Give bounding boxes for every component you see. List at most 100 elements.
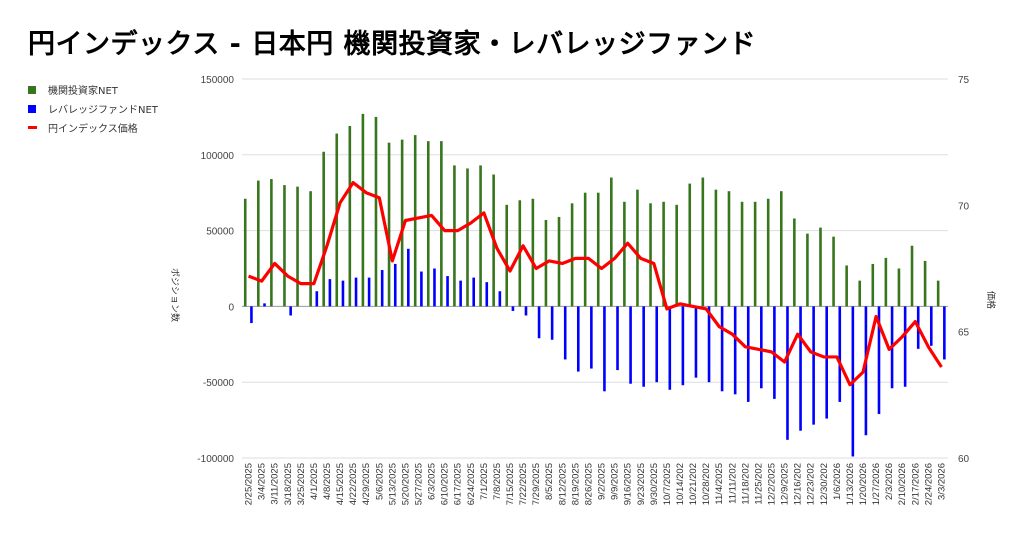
y2-tick-label: 70: [958, 201, 970, 212]
x-tick-label: 12/2/2025: [767, 463, 778, 505]
bar-institutional: [897, 268, 901, 307]
y-tick-label: 0: [228, 302, 234, 313]
bar-leveraged: [354, 277, 358, 307]
x-tick-label: 4/29/2025: [361, 463, 372, 505]
bar-leveraged: [864, 306, 868, 436]
bar-institutional: [675, 204, 678, 307]
x-tick-label: 3/3/2026: [936, 463, 947, 500]
x-tick-label: 6/24/2025: [466, 463, 477, 505]
legend-label: レバレッジファンドNET: [48, 105, 158, 116]
bar-institutional: [701, 177, 705, 307]
y2-tick-label: 75: [958, 75, 970, 86]
bar-institutional: [766, 198, 770, 307]
x-tick-label: 7/22/2025: [518, 463, 529, 505]
bar-leveraged: [576, 306, 580, 372]
x-tick-label: 10/28/202: [701, 463, 712, 505]
bar-institutional: [727, 191, 731, 307]
x-tick-label: 11/18/202: [740, 463, 751, 505]
x-tick-label: 4/8/2025: [322, 463, 333, 500]
bar-institutional: [819, 227, 822, 307]
bar-institutional: [479, 165, 482, 307]
bar-leveraged: [485, 282, 489, 307]
x-tick-label: 2/3/2026: [884, 463, 895, 500]
x-tick-label: 1/27/2026: [871, 463, 882, 505]
bar-institutional: [335, 133, 339, 307]
x-tick-label: 1/20/2026: [858, 463, 869, 505]
bar-institutional: [845, 265, 848, 307]
bar-leveraged: [707, 306, 711, 383]
price-line: [247, 180, 943, 387]
y-tick-label: -100000: [197, 454, 234, 465]
bar-institutional: [361, 113, 365, 307]
x-tick-label: 12/30/202: [819, 463, 830, 505]
x-tick-label: 9/2/2025: [597, 463, 608, 500]
y-tick-label: 50000: [206, 227, 234, 238]
bar-institutional: [270, 179, 273, 307]
bar-institutional: [453, 165, 456, 307]
bar-leveraged: [433, 268, 436, 307]
bar-leveraged: [563, 306, 567, 360]
x-tick-label: 2/25/2025: [244, 463, 255, 505]
bar-institutional: [832, 236, 835, 307]
legend-item-price: 円インデックス価格: [28, 120, 138, 135]
bar-leveraged: [511, 306, 515, 311]
legend-swatch-blue: [28, 104, 36, 113]
bar-leveraged: [289, 306, 292, 316]
bar-institutional: [374, 116, 378, 307]
y2-tick-label: 65: [958, 328, 970, 339]
bar-leveraged: [799, 306, 802, 431]
bar-leveraged: [825, 306, 828, 419]
bar-leveraged: [459, 280, 462, 307]
bar-leveraged: [629, 306, 632, 384]
bar-leveraged: [812, 306, 815, 425]
x-tick-label: 8/12/2025: [557, 463, 568, 505]
x-tick-label: 9/9/2025: [610, 463, 621, 500]
y2-tick-label: 60: [958, 454, 970, 465]
legend-item-leveraged: レバレッジファンドNET: [28, 101, 158, 116]
bar-institutional: [243, 198, 247, 307]
bar-institutional: [884, 257, 888, 307]
x-tick-label: 5/13/2025: [387, 463, 398, 505]
bar-institutional: [387, 142, 391, 307]
x-tick-label: 8/19/2025: [570, 463, 581, 505]
bar-institutional: [910, 245, 914, 307]
x-tick-label: 7/29/2025: [531, 463, 542, 505]
bar-leveraged: [720, 306, 724, 392]
bar-leveraged: [590, 306, 593, 369]
bar-leveraged: [760, 306, 763, 389]
bar-leveraged: [367, 277, 371, 307]
bar-leveraged: [746, 306, 750, 402]
bar-leveraged: [420, 271, 423, 307]
legend-item-institutional: 機関投資家NET: [28, 82, 118, 97]
x-tick-label: 1/6/2026: [832, 463, 843, 500]
bar-institutional: [583, 192, 587, 307]
y2-axis-title: 価格: [986, 291, 997, 309]
bar-institutional: [662, 201, 665, 307]
bar-institutional: [610, 177, 613, 307]
bar-institutional: [309, 191, 312, 307]
bar-leveraged: [328, 279, 332, 307]
bar-institutional: [426, 141, 430, 307]
bar-institutional: [923, 260, 927, 307]
bar-leveraged: [380, 270, 384, 307]
bar-institutional: [714, 189, 718, 307]
bar-institutional: [636, 189, 639, 307]
bar-leveraged: [603, 306, 606, 392]
bar-institutional: [871, 263, 875, 307]
x-tick-label: 9/23/2025: [636, 463, 647, 505]
bar-institutional: [688, 183, 692, 307]
bar-institutional: [531, 198, 535, 307]
bar-institutional: [740, 201, 744, 307]
bar-institutional: [858, 280, 862, 307]
bar-leveraged: [668, 306, 672, 390]
legend-swatch-green: [28, 85, 36, 94]
bar-institutional: [283, 185, 286, 307]
bar-institutional: [440, 141, 443, 307]
bar-leveraged: [550, 306, 554, 340]
y-tick-label: -50000: [203, 378, 235, 389]
x-tick-label: 6/17/2025: [453, 463, 464, 505]
bar-leveraged: [681, 306, 685, 386]
bar-institutional: [936, 280, 940, 307]
